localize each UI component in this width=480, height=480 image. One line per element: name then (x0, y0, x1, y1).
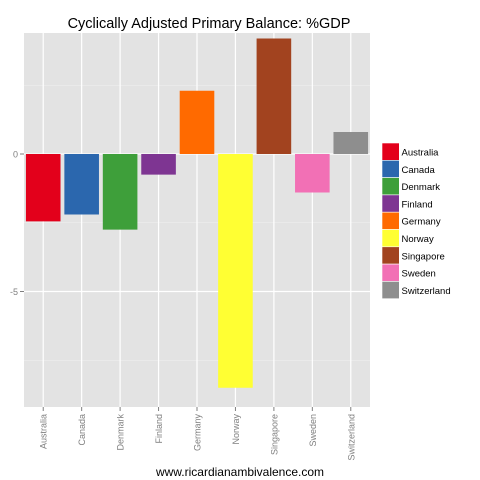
bar-denmark (102, 154, 138, 230)
bar-singapore (256, 38, 292, 154)
bar-norway (218, 154, 253, 388)
bar-sweden (295, 154, 330, 193)
bar-finland (141, 154, 176, 175)
legend-swatch (381, 211, 400, 230)
y-tick-label: 0 (13, 150, 18, 160)
legend-label: Germany (402, 217, 441, 228)
legend-label: Canada (402, 165, 436, 176)
x-tick-label: Australia (39, 414, 49, 449)
legend-swatch (381, 160, 400, 178)
legend-label: Norway (402, 234, 434, 245)
x-axis-label: www.ricardianambivalence.com (155, 465, 324, 479)
x-tick-label: Denmark (116, 414, 126, 451)
legend-swatch (381, 142, 400, 161)
x-tick-label: Finland (154, 414, 164, 444)
x-tick-label: Germany (193, 414, 203, 452)
legend-label: Switzerland (402, 286, 451, 297)
bar-canada (64, 154, 99, 215)
x-tick-label: Norway (231, 414, 241, 445)
legend-swatch (381, 281, 400, 299)
legend-swatch (381, 263, 400, 282)
x-tick-label: Canada (77, 414, 87, 446)
legend-label: Australia (402, 148, 440, 159)
legend-swatch (381, 246, 400, 265)
legend-swatch (381, 177, 400, 196)
legend-swatch (381, 194, 400, 213)
legend-label: Sweden (402, 269, 436, 280)
bar-germany (179, 90, 215, 154)
legend-swatch (381, 229, 400, 248)
legend-label: Finland (402, 199, 433, 210)
bar-switzerland (333, 132, 369, 154)
x-tick-label: Sweden (308, 414, 318, 447)
x-tick-label: Switzerland (346, 414, 356, 461)
legend-label: Denmark (402, 182, 441, 193)
legend-label: Singapore (402, 251, 445, 262)
chart-title: Cyclically Adjusted Primary Balance: %GD… (68, 16, 351, 32)
bar-australia (25, 154, 61, 222)
y-tick-label: -5 (10, 287, 18, 297)
x-tick-label: Singapore (269, 414, 279, 455)
